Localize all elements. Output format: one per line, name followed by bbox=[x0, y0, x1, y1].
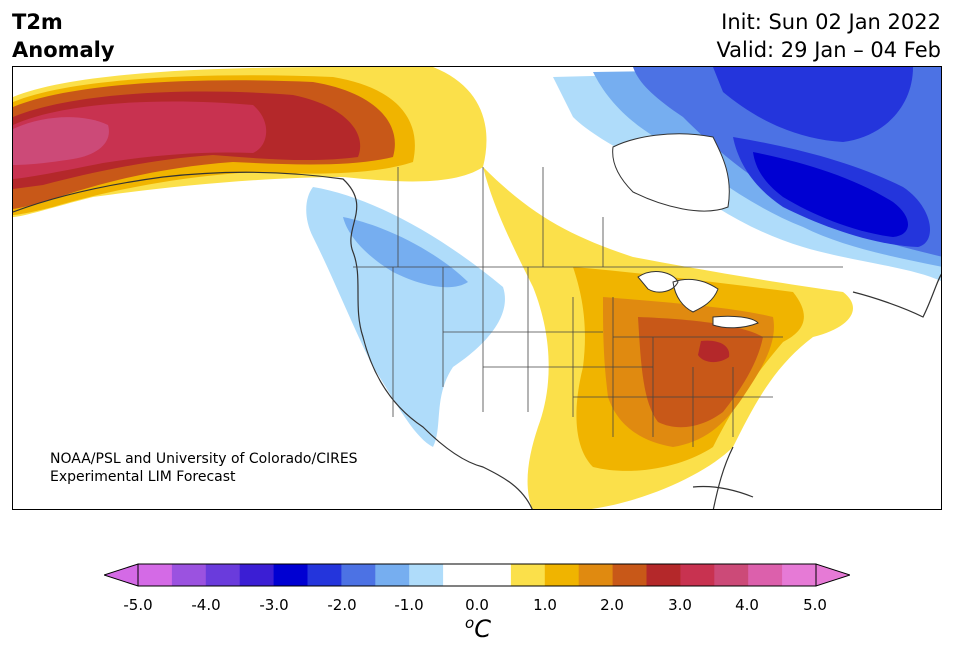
credit-line-1: NOAA/PSL and University of Colorado/CIRE… bbox=[50, 451, 358, 467]
colorbar-tick-label: -3.0 bbox=[259, 596, 289, 614]
forecast-dates: Init: Sun 02 Jan 2022 Valid: 29 Jan – 04… bbox=[716, 8, 941, 64]
colorbar-tick-label: -5.0 bbox=[123, 596, 153, 614]
colorbar-over-arrow bbox=[815, 563, 850, 587]
colorbar-tick-label: -4.0 bbox=[191, 596, 221, 614]
colorbar-segment bbox=[578, 564, 614, 586]
unit-base: C bbox=[474, 615, 491, 643]
unit-degree-sup: o bbox=[465, 614, 475, 632]
colorbar-segment bbox=[612, 564, 647, 586]
colorbar-tick-label: 0.0 bbox=[465, 596, 489, 614]
colorbar-segment bbox=[646, 564, 681, 586]
colorbar-under-arrow bbox=[104, 563, 139, 587]
colorbar-segment bbox=[307, 564, 342, 586]
colorbar-unit: oC bbox=[465, 614, 491, 643]
colorbar-segment bbox=[443, 564, 478, 586]
colorbar-tick-label: -1.0 bbox=[394, 596, 424, 614]
map-title: T2m Anomaly bbox=[12, 8, 115, 64]
hudson-bay bbox=[612, 133, 730, 212]
colorbar-segment bbox=[680, 564, 715, 586]
anomaly-field bbox=[13, 67, 941, 509]
cold-anomaly-west-light bbox=[306, 187, 505, 447]
colorbar-segment bbox=[477, 564, 512, 586]
cold-anomaly-north-core bbox=[713, 67, 913, 142]
great-lakes bbox=[637, 271, 759, 329]
colorbar-segment bbox=[205, 564, 241, 586]
colorbar-ticks: -5.0 -4.0 -3.0 -2.0 -1.0 0.0 1.0 2.0 3.0… bbox=[0, 596, 953, 616]
warm-anomaly-alaska-core bbox=[13, 117, 109, 165]
warm-anomaly-east-strong bbox=[638, 317, 763, 428]
colorbar-segment bbox=[138, 564, 173, 586]
colorbar-segments bbox=[138, 564, 817, 586]
colorbar-segment bbox=[544, 564, 580, 586]
state-borders bbox=[353, 167, 843, 447]
cold-anomaly-east-canada-core bbox=[753, 152, 908, 237]
colorbar-tick-label: -2.0 bbox=[327, 596, 357, 614]
colorbar-segment bbox=[239, 564, 275, 586]
colorbar-segment bbox=[714, 564, 749, 586]
colorbar-segment bbox=[409, 564, 444, 586]
colorbar bbox=[104, 563, 850, 587]
colorbar-segment bbox=[375, 564, 410, 586]
colorbar-tick-label: 4.0 bbox=[735, 596, 759, 614]
credit-line-2: Experimental LIM Forecast bbox=[50, 469, 236, 485]
title-line-2: Anomaly bbox=[12, 38, 115, 62]
colorbar-segment bbox=[510, 564, 546, 586]
colorbar-tick-label: 3.0 bbox=[668, 596, 692, 614]
colorbar-tick-label: 5.0 bbox=[803, 596, 827, 614]
init-date: Init: Sun 02 Jan 2022 bbox=[721, 10, 941, 34]
colorbar-segment bbox=[748, 564, 783, 586]
cold-anomaly-west-mid bbox=[343, 217, 468, 288]
colorbar-segment bbox=[341, 564, 376, 586]
warm-anomaly-east-core bbox=[698, 340, 730, 363]
colorbar-segment bbox=[273, 564, 308, 586]
title-line-1: T2m bbox=[12, 10, 63, 34]
colorbar-tick-label: 1.0 bbox=[533, 596, 557, 614]
valid-date: Valid: 29 Jan – 04 Feb bbox=[716, 38, 941, 62]
colorbar-tick-label: 2.0 bbox=[600, 596, 624, 614]
colorbar-segment bbox=[782, 564, 817, 586]
colorbar-outline bbox=[137, 563, 817, 587]
coastlines bbox=[13, 171, 941, 509]
colorbar-segment bbox=[171, 564, 207, 586]
credit-text: NOAA/PSL and University of Colorado/CIRE… bbox=[50, 450, 358, 486]
anomaly-map: NOAA/PSL and University of Colorado/CIRE… bbox=[12, 66, 942, 510]
